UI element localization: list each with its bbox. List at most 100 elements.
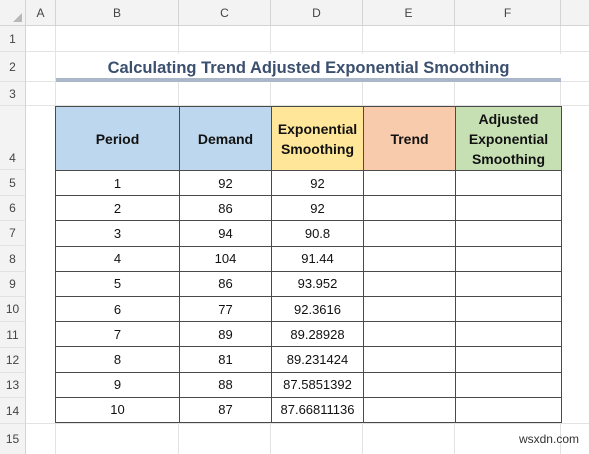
row-header-10[interactable]: 10 (0, 297, 26, 322)
period-cell[interactable]: 10 (55, 396, 180, 423)
title-underline (56, 78, 561, 82)
adjusted-cell[interactable] (455, 245, 562, 272)
adjusted-cell[interactable] (455, 396, 562, 423)
period-cell[interactable]: 7 (55, 321, 180, 348)
select-all-triangle-icon (13, 13, 22, 22)
row-header-1[interactable]: 1 (0, 26, 26, 52)
header-trend-label: Trend (390, 130, 429, 147)
adjusted-cell[interactable] (455, 220, 562, 247)
header-exp-line1: Exponential (277, 120, 358, 137)
table-row: 4 104 91.44 (55, 245, 562, 272)
period-cell[interactable]: 2 (55, 195, 180, 222)
row-header-13[interactable]: 13 (0, 373, 26, 398)
header-adjusted-exponential-smoothing[interactable]: Adjusted Exponential Smoothing (455, 106, 562, 171)
table-row: 5 86 93.952 (55, 270, 562, 297)
table-row: 8 81 89.231424 (55, 346, 562, 373)
period-cell[interactable]: 1 (55, 169, 180, 197)
row-header-9[interactable]: 9 (0, 272, 26, 297)
trend-cell[interactable] (363, 195, 456, 222)
table-row: 1 92 92 (55, 169, 562, 197)
header-adj-line3: Smoothing (471, 150, 546, 167)
adjusted-cell[interactable] (455, 346, 562, 373)
watermark: wsxdn.com (518, 432, 579, 446)
smoothing-cell[interactable]: 92.3616 (271, 295, 364, 323)
column-header-c[interactable]: C (179, 0, 271, 26)
table-row: 10 87 87.66811136 (55, 396, 562, 423)
row-header-7[interactable]: 7 (0, 221, 26, 246)
demand-cell[interactable]: 104 (179, 245, 272, 272)
adjusted-cell[interactable] (455, 371, 562, 398)
adjusted-cell[interactable] (455, 195, 562, 222)
header-exponential-smoothing[interactable]: Exponential Smoothing (271, 106, 364, 171)
smoothing-cell[interactable]: 92 (271, 195, 364, 222)
adjusted-cell[interactable] (455, 169, 562, 197)
column-header-d[interactable]: D (271, 0, 363, 26)
trend-cell[interactable] (363, 346, 456, 373)
smoothing-cell[interactable]: 91.44 (271, 245, 364, 272)
table-row: 3 94 90.8 (55, 220, 562, 247)
demand-cell[interactable]: 86 (179, 195, 272, 222)
trend-cell[interactable] (363, 321, 456, 348)
smoothing-cell[interactable]: 87.66811136 (271, 396, 364, 423)
period-cell[interactable]: 9 (55, 371, 180, 398)
trend-cell[interactable] (363, 245, 456, 272)
row-header-11[interactable]: 11 (0, 322, 26, 348)
demand-cell[interactable]: 81 (179, 346, 272, 373)
row-header-4[interactable]: 4 (0, 106, 26, 170)
trend-cell[interactable] (363, 169, 456, 197)
header-demand[interactable]: Demand (179, 106, 272, 171)
column-header-g[interactable] (561, 0, 589, 26)
demand-cell[interactable]: 77 (179, 295, 272, 323)
row-header-8[interactable]: 8 (0, 246, 26, 272)
trend-cell[interactable] (363, 270, 456, 297)
trend-cell[interactable] (363, 371, 456, 398)
row-header-6[interactable]: 6 (0, 196, 26, 221)
period-cell[interactable]: 4 (55, 245, 180, 272)
adjusted-cell[interactable] (455, 270, 562, 297)
select-all-corner[interactable] (0, 0, 26, 26)
row-header-2[interactable]: 2 (0, 52, 26, 82)
trend-cell[interactable] (363, 396, 456, 423)
row-header-5[interactable]: 5 (0, 170, 26, 196)
sheet-title[interactable]: Calculating Trend Adjusted Exponential S… (56, 54, 561, 82)
row-header-3[interactable]: 3 (0, 82, 26, 106)
period-cell[interactable]: 5 (55, 270, 180, 297)
header-demand-label: Demand (197, 130, 254, 147)
period-cell[interactable]: 6 (55, 295, 180, 323)
smoothing-cell[interactable]: 87.5851392 (271, 371, 364, 398)
header-trend[interactable]: Trend (363, 106, 456, 171)
header-period-label: Period (95, 130, 140, 147)
data-table: Period Demand Exponential Smoothing Tren… (55, 106, 562, 423)
header-exp-line2: Smoothing (280, 140, 355, 157)
header-adj-line2: Exponential (468, 130, 549, 147)
demand-cell[interactable]: 94 (179, 220, 272, 247)
trend-cell[interactable] (363, 295, 456, 323)
smoothing-cell[interactable]: 90.8 (271, 220, 364, 247)
smoothing-cell[interactable]: 93.952 (271, 270, 364, 297)
demand-cell[interactable]: 86 (179, 270, 272, 297)
column-header-b[interactable]: B (56, 0, 179, 26)
period-cell[interactable]: 8 (55, 346, 180, 373)
smoothing-cell[interactable]: 89.28928 (271, 321, 364, 348)
adjusted-cell[interactable] (455, 321, 562, 348)
demand-cell[interactable]: 92 (179, 169, 272, 197)
gridline (26, 423, 589, 424)
row-header-15[interactable]: 15 (0, 424, 26, 454)
period-cell[interactable]: 3 (55, 220, 180, 247)
demand-cell[interactable]: 87 (179, 396, 272, 423)
header-period[interactable]: Period (55, 106, 180, 171)
row-header-14[interactable]: 14 (0, 398, 26, 424)
demand-cell[interactable]: 88 (179, 371, 272, 398)
smoothing-cell[interactable]: 89.231424 (271, 346, 364, 373)
column-header-e[interactable]: E (363, 0, 455, 26)
table-row: 2 86 92 (55, 195, 562, 222)
column-header-a[interactable]: A (26, 0, 56, 26)
smoothing-cell[interactable]: 92 (271, 169, 364, 197)
adjusted-cell[interactable] (455, 295, 562, 323)
column-header-f[interactable]: F (455, 0, 561, 26)
row-header-12[interactable]: 12 (0, 348, 26, 373)
trend-cell[interactable] (363, 220, 456, 247)
header-adj-line1: Adjusted (478, 110, 539, 127)
demand-cell[interactable]: 89 (179, 321, 272, 348)
